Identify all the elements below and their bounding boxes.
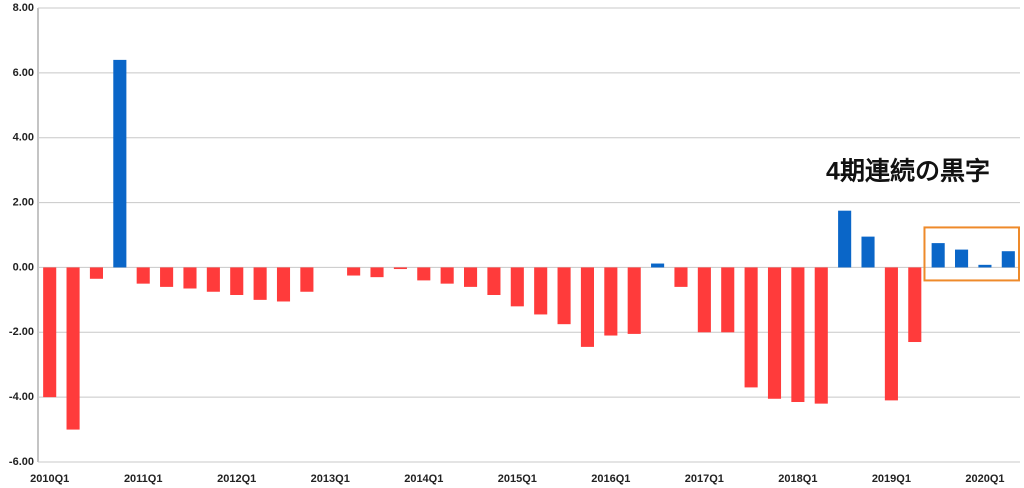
bar xyxy=(697,267,711,333)
x-tick-label: 2020Q1 xyxy=(965,473,1004,485)
bar xyxy=(604,267,618,336)
bar xyxy=(557,267,571,325)
bar xyxy=(347,267,361,276)
bar xyxy=(674,267,688,287)
bar xyxy=(66,267,80,430)
bar xyxy=(721,267,735,333)
annotation: 4期連続の黒字 xyxy=(826,157,990,186)
bar xyxy=(767,267,782,399)
bar xyxy=(43,267,57,398)
y-tick-label: -6.00 xyxy=(9,456,34,468)
x-tick-label: 2013Q1 xyxy=(311,473,350,485)
y-tick-label: 8.00 xyxy=(13,2,34,14)
bar xyxy=(651,263,665,268)
y-tick-label: 2.00 xyxy=(13,196,34,208)
bar xyxy=(580,267,594,347)
highlight-box xyxy=(923,226,1021,282)
bar xyxy=(931,243,945,268)
bar xyxy=(253,267,267,300)
x-tick-label: 2010Q1 xyxy=(30,473,69,485)
bar xyxy=(978,264,992,268)
y-tick-label: 4.00 xyxy=(13,132,34,144)
bar xyxy=(113,59,127,268)
bar xyxy=(89,267,103,279)
bar xyxy=(744,267,758,388)
x-tick-label: 2016Q1 xyxy=(591,473,630,485)
bar xyxy=(206,267,220,292)
bar xyxy=(370,267,384,278)
bar xyxy=(160,267,174,287)
bar xyxy=(814,267,828,404)
bar xyxy=(136,267,150,284)
x-tick-label: 2018Q1 xyxy=(778,473,817,485)
bar xyxy=(440,267,454,284)
bar xyxy=(300,267,314,292)
bar xyxy=(487,267,501,295)
bar xyxy=(393,267,407,270)
bar xyxy=(1001,251,1015,268)
y-tick-label: 0.00 xyxy=(13,261,34,273)
bar xyxy=(884,267,898,401)
bar xyxy=(230,267,244,295)
bar xyxy=(627,267,641,334)
bar xyxy=(955,249,969,268)
x-tick-label: 2015Q1 xyxy=(498,473,537,485)
bar xyxy=(861,236,875,268)
bar xyxy=(791,267,805,403)
bar xyxy=(908,267,922,343)
x-tick-label: 2011Q1 xyxy=(124,473,163,485)
bar xyxy=(417,267,431,281)
y-tick-label: 6.00 xyxy=(13,67,34,79)
bar xyxy=(534,267,548,315)
bar xyxy=(183,267,197,289)
bar xyxy=(464,267,478,287)
y-tick-label: -2.00 xyxy=(9,326,34,338)
y-tick-label: -4.00 xyxy=(9,391,34,403)
x-tick-label: 2017Q1 xyxy=(685,473,724,485)
bar xyxy=(838,210,852,268)
x-tick-label: 2019Q1 xyxy=(872,473,911,485)
bar xyxy=(276,267,291,302)
x-tick-label: 2014Q1 xyxy=(404,473,443,485)
x-tick-label: 2012Q1 xyxy=(217,473,256,485)
bar xyxy=(510,267,524,307)
